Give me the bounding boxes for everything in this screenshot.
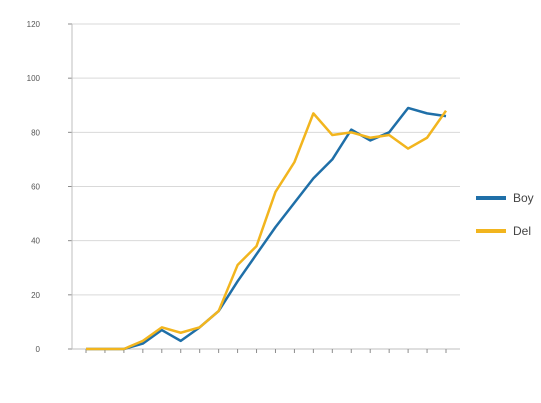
legend-label-del: Del <box>513 224 531 238</box>
series-line-boy <box>86 106 447 351</box>
gridlines <box>72 23 460 350</box>
y-tick-label: 120 <box>27 20 41 29</box>
y-tick-label: 80 <box>31 128 40 137</box>
y-tick-label: 0 <box>36 345 41 354</box>
legend-label-boy: Boy <box>513 191 534 205</box>
series-lines <box>86 106 448 351</box>
y-tick-label: 100 <box>27 74 41 83</box>
y-tick-label: 40 <box>31 237 40 246</box>
legend: Boy Del <box>476 191 534 238</box>
x-axis <box>85 349 447 353</box>
y-tick-label: 60 <box>31 183 40 192</box>
series-line-del <box>86 109 448 351</box>
y-tick-label: 20 <box>31 291 40 300</box>
y-axis: 0 20 40 60 80 100 120 <box>27 20 73 354</box>
